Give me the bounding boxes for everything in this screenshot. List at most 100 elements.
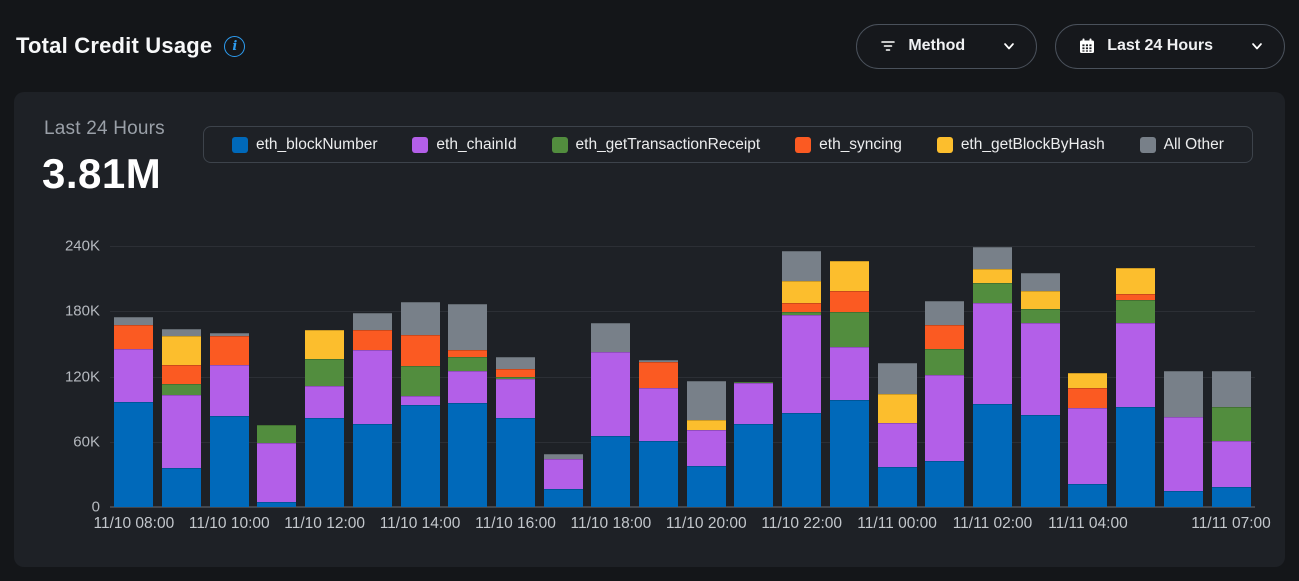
bar-segment-eth_blockNumber (829, 400, 869, 507)
bar-segment-All Other (400, 301, 440, 336)
date-range-dropdown-label: Last 24 Hours (1107, 37, 1213, 54)
bar-segment-eth_chainId (877, 423, 917, 467)
bar-segment-eth_blockNumber (877, 466, 917, 507)
bar-slot (1064, 246, 1112, 507)
bar-slot (539, 246, 587, 507)
bar[interactable] (1020, 273, 1060, 507)
x-axis-tick: 11/10 12:00 (284, 515, 366, 532)
bar-segment-eth_getBlockByHash (1068, 373, 1108, 389)
bar[interactable] (829, 261, 869, 507)
bar-segment-eth_getTransactionReceipt (973, 283, 1012, 303)
bar[interactable] (257, 425, 297, 507)
bar-segment-eth_blockNumber (495, 417, 535, 507)
bar[interactable] (400, 301, 440, 507)
bar-segment-All Other (114, 316, 154, 326)
bar-slot (349, 246, 397, 507)
credit-usage-panel: Last 24 Hours 3.81M eth_blockNumber eth_c… (14, 92, 1285, 567)
legend-item[interactable]: eth_chainId (412, 136, 517, 154)
bar[interactable] (925, 301, 965, 507)
x-axis-slot: 11/11 00:00 (857, 513, 937, 535)
legend-swatch (232, 136, 248, 153)
bar-segment-eth_chainId (209, 364, 249, 416)
bar[interactable] (877, 363, 917, 507)
bar[interactable] (162, 328, 202, 507)
bar[interactable] (1068, 373, 1108, 507)
legend-item[interactable]: eth_getTransactionReceipt (551, 135, 761, 154)
bar[interactable] (591, 323, 631, 507)
bar[interactable] (448, 303, 488, 507)
y-axis-tick: 120K (64, 368, 100, 385)
x-axis-slot: 11/10 08:00 (93, 513, 174, 535)
bar-segment-eth_blockNumber (162, 467, 202, 507)
bar-segment-eth_chainId (734, 383, 774, 425)
legend-item[interactable]: eth_getBlockByHash (936, 136, 1105, 154)
bar-slot (826, 246, 874, 507)
bar-segment-eth_syncing (209, 336, 249, 365)
bar-segment-eth_chainId (448, 371, 488, 403)
legend-label: eth_syncing (819, 135, 902, 153)
bar[interactable] (1116, 267, 1156, 507)
bar-segment-eth_syncing (495, 368, 535, 377)
legend-swatch (1139, 136, 1156, 153)
bar-slot (969, 246, 1017, 507)
info-icon[interactable]: i (224, 35, 246, 57)
bar-segment-All Other (1163, 371, 1203, 417)
legend-label: eth_getTransactionReceipt (575, 135, 761, 153)
method-dropdown[interactable]: Method (856, 23, 1038, 69)
bar-slot (1112, 246, 1160, 507)
x-axis-slot: 11/10 22:00 (761, 513, 842, 535)
bar[interactable] (782, 251, 822, 507)
bar-segment-eth_getBlockByHash (973, 268, 1012, 283)
bar-segment-eth_getTransactionReceipt (448, 356, 488, 372)
bar-segment-eth_chainId (973, 302, 1012, 404)
bar-segment-eth_getTransactionReceipt (782, 312, 822, 315)
bar-segment-eth_getTransactionReceipt (495, 376, 535, 379)
method-dropdown-label: Method (908, 37, 966, 54)
filter-icon (879, 37, 897, 55)
legend-swatch (936, 136, 953, 153)
bar-slot (253, 246, 301, 507)
bar[interactable] (352, 313, 392, 507)
bar-segment-All Other (782, 251, 822, 281)
bar[interactable] (114, 316, 154, 507)
bar-segment-eth_blockNumber (734, 424, 774, 507)
gridline (110, 506, 1255, 508)
bar-segment-eth_getBlockByHash (829, 261, 869, 291)
x-axis-tick: 11/10 10:00 (188, 515, 270, 532)
bar[interactable] (686, 380, 726, 507)
bar[interactable] (973, 247, 1012, 507)
bar[interactable] (734, 381, 774, 507)
x-axis-slot: 11/11 04:00 (1048, 513, 1128, 535)
bar-segment-eth_blockNumber (925, 461, 965, 507)
bar-segment-eth_chainId (1020, 323, 1060, 415)
bar-segment-eth_syncing (400, 335, 440, 366)
bar[interactable] (639, 360, 679, 507)
legend-item[interactable]: All Other (1139, 135, 1224, 154)
bar[interactable] (495, 356, 535, 507)
bar-segment-All Other (686, 380, 726, 421)
title-row: Total Credit Usage i (16, 33, 246, 59)
bar[interactable] (543, 453, 583, 507)
x-axis-slot: 11/10 16:00 (475, 513, 556, 535)
bar-segment-eth_getBlockByHash (686, 420, 726, 430)
filters: Method Last 24 (856, 23, 1285, 69)
bar[interactable] (305, 329, 345, 507)
bar-segment-eth_chainId (305, 386, 345, 418)
bar[interactable] (1211, 371, 1251, 507)
bar-segment-eth_getBlockByHash (305, 329, 345, 360)
bar-slot (1159, 246, 1207, 507)
bar-segment-eth_blockNumber (543, 488, 583, 507)
bar-segment-All Other (495, 356, 535, 369)
bar-segment-eth_syncing (1116, 293, 1156, 301)
bar-segment-All Other (973, 247, 1012, 269)
legend-swatch (551, 136, 568, 153)
bar[interactable] (1163, 371, 1203, 507)
bar-segment-eth_syncing (114, 325, 154, 350)
bar-slot (158, 246, 206, 507)
legend-item[interactable]: eth_blockNumber (232, 136, 377, 154)
date-range-dropdown[interactable]: Last 24 Hours (1055, 23, 1285, 69)
legend-item[interactable]: eth_syncing (795, 136, 902, 154)
bar[interactable] (209, 333, 249, 507)
legend-label: All Other (1163, 135, 1224, 153)
x-axis-slot: 11/10 12:00 (284, 513, 365, 535)
